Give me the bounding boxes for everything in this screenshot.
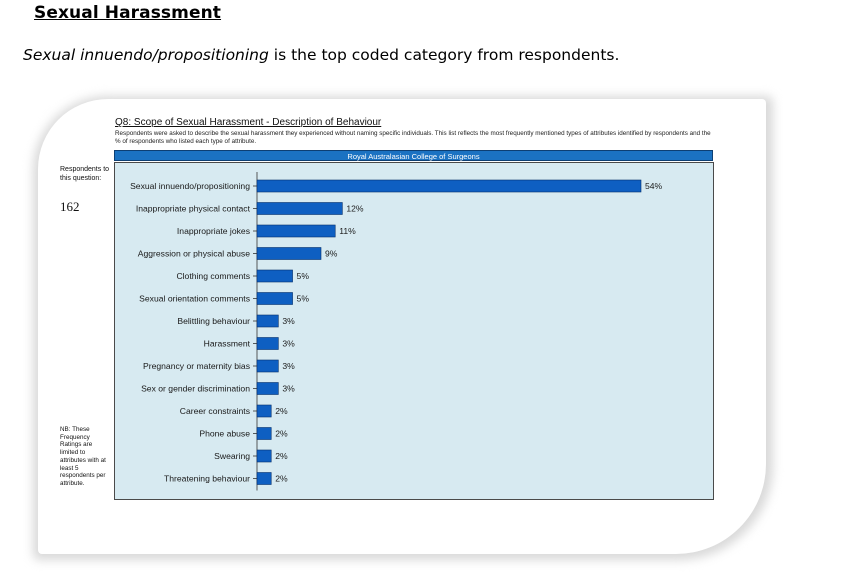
data-label: 5% <box>297 271 310 281</box>
bar <box>256 382 279 395</box>
data-label: 12% <box>346 204 364 214</box>
category-label: Sex or gender discrimination <box>141 384 250 394</box>
bar <box>256 292 293 305</box>
bar-chart: Sexual innuendo/propositioning 54% Inappro… <box>130 172 663 491</box>
bar <box>256 337 279 350</box>
data-label: 54% <box>645 181 663 191</box>
intro-italic: Sexual innuendo/propositioning <box>23 46 269 64</box>
data-label: 2% <box>275 429 288 439</box>
category-label: Inappropriate physical contact <box>136 204 251 214</box>
data-label: 3% <box>282 384 295 394</box>
data-label: 5% <box>297 294 310 304</box>
bar <box>256 224 336 238</box>
data-label: 3% <box>282 339 295 349</box>
category-label: Sexual innuendo/propositioning <box>130 181 250 191</box>
category-label: Pregnancy or maternity bias <box>143 361 250 371</box>
bar <box>256 449 272 463</box>
bar <box>256 247 322 260</box>
chart-title: Q8: Scope of Sexual Harassment - Descrip… <box>115 117 382 128</box>
category-label: Career constraints <box>180 406 250 416</box>
data-label: 11% <box>339 226 356 236</box>
category-label: Threatening behaviour <box>164 474 250 484</box>
respondents-label: Respondents to this question: <box>60 166 110 182</box>
frequency-footnote: NB: These Frequency Ratings are limited … <box>60 426 106 487</box>
data-label: 3% <box>282 361 295 371</box>
category-label: Sexual orientation comments <box>139 294 250 304</box>
category-label: Swearing <box>214 451 250 461</box>
chart-description: Respondents were asked to describe the s… <box>115 130 711 145</box>
college-header-bar: Royal Australasian College of Surgeons <box>114 150 713 161</box>
category-label: Clothing comments <box>176 271 250 281</box>
intro-text: Sexual innuendo/propositioning is the to… <box>23 46 619 64</box>
data-label: 3% <box>282 316 295 326</box>
data-label: 2% <box>275 406 288 416</box>
category-label: Phone abuse <box>199 429 250 439</box>
bar <box>256 404 272 418</box>
bar <box>256 202 343 215</box>
plot-area <box>114 162 714 500</box>
intro-rest: is the top coded category from responden… <box>268 46 620 64</box>
category-label: Belittling behaviour <box>177 316 250 326</box>
category-label: Harassment <box>204 339 251 349</box>
bar <box>256 179 642 193</box>
data-label: 2% <box>275 474 288 484</box>
page-heading: Sexual Harassment <box>34 3 222 23</box>
bar <box>256 359 279 373</box>
bar <box>256 314 279 328</box>
category-label: Inappropriate jokes <box>177 226 250 236</box>
respondents-count: 162 <box>60 199 80 214</box>
data-label: 9% <box>325 249 338 259</box>
data-label: 2% <box>275 451 288 461</box>
bar <box>256 269 293 283</box>
bar <box>256 472 272 485</box>
category-label: Aggression or physical abuse <box>138 249 250 259</box>
bar <box>256 427 272 440</box>
